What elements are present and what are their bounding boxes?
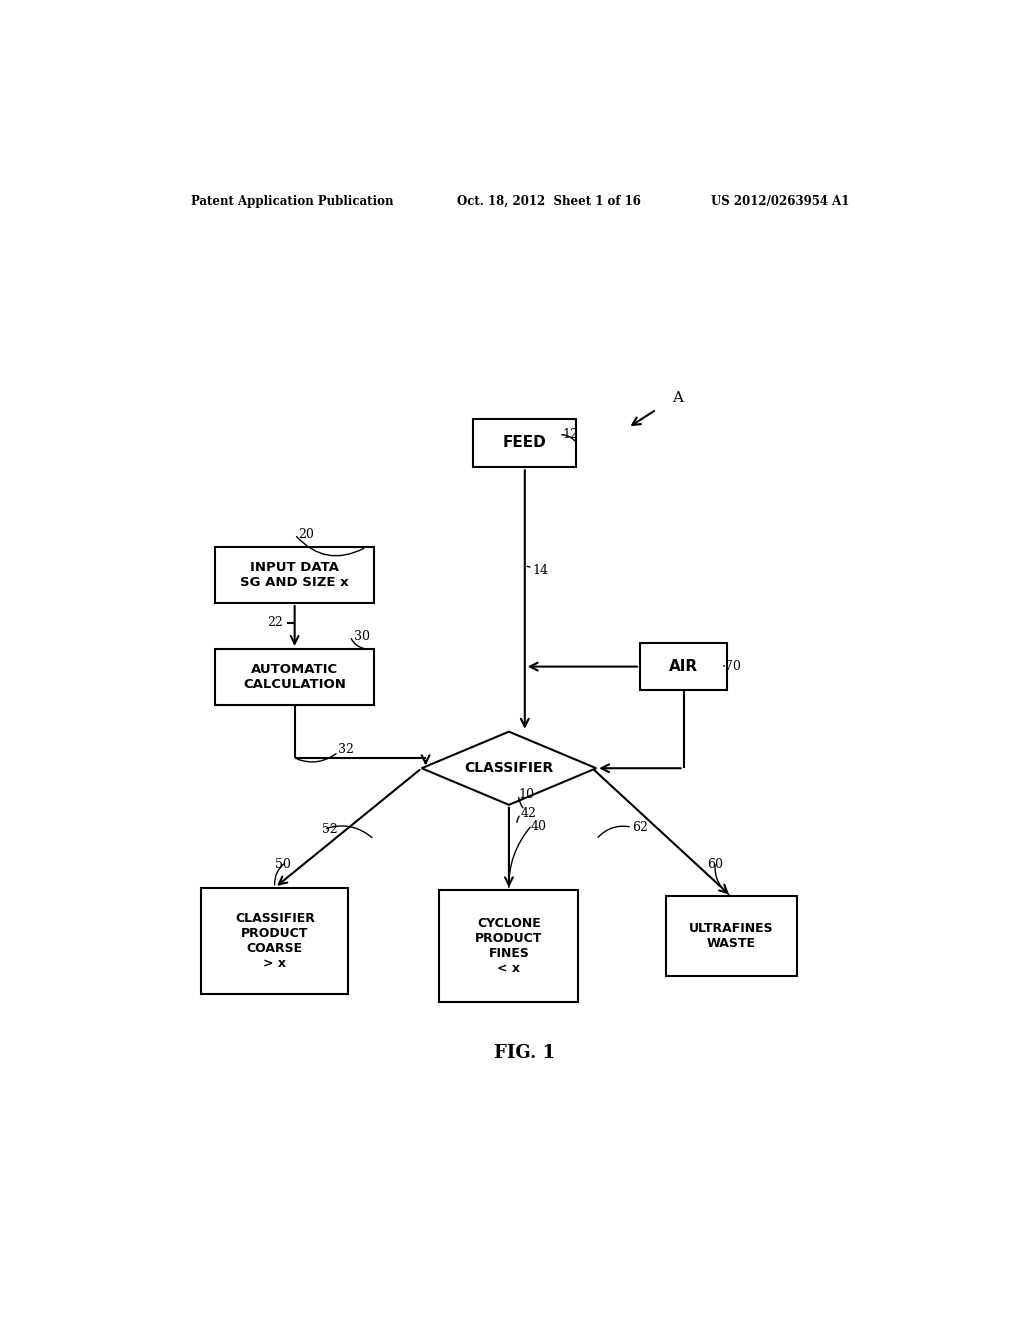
Text: AUTOMATIC
CALCULATION: AUTOMATIC CALCULATION xyxy=(244,663,346,690)
Text: CYCLONE
PRODUCT
FINES
< x: CYCLONE PRODUCT FINES < x xyxy=(475,917,543,975)
Text: Patent Application Publication: Patent Application Publication xyxy=(191,194,394,207)
Text: 10: 10 xyxy=(518,788,535,801)
Bar xyxy=(640,643,727,690)
Text: 22: 22 xyxy=(267,616,283,630)
Text: 32: 32 xyxy=(338,743,354,756)
Bar xyxy=(473,418,577,467)
Text: FIG. 1: FIG. 1 xyxy=(495,1044,555,1061)
Text: CLASSIFIER
PRODUCT
COARSE
> x: CLASSIFIER PRODUCT COARSE > x xyxy=(234,912,314,970)
Text: 40: 40 xyxy=(530,820,547,833)
Text: 52: 52 xyxy=(323,822,338,836)
Text: FEED: FEED xyxy=(503,436,547,450)
Text: US 2012/0263954 A1: US 2012/0263954 A1 xyxy=(712,194,850,207)
Text: 14: 14 xyxy=(532,564,549,577)
Text: 12: 12 xyxy=(563,429,579,441)
Text: AIR: AIR xyxy=(669,659,698,675)
Text: A: A xyxy=(672,391,683,405)
Bar xyxy=(439,890,579,1002)
Text: Oct. 18, 2012  Sheet 1 of 16: Oct. 18, 2012 Sheet 1 of 16 xyxy=(458,194,641,207)
Text: 30: 30 xyxy=(354,630,371,643)
Text: INPUT DATA
SG AND SIZE x: INPUT DATA SG AND SIZE x xyxy=(241,561,349,589)
Bar xyxy=(215,649,374,705)
Polygon shape xyxy=(422,731,596,805)
Text: ULTRAFINES
WASTE: ULTRAFINES WASTE xyxy=(689,921,773,950)
Text: 62: 62 xyxy=(632,821,648,834)
Bar xyxy=(666,896,797,975)
Text: 70: 70 xyxy=(725,660,740,673)
Text: 42: 42 xyxy=(521,808,537,821)
Text: 20: 20 xyxy=(299,528,314,541)
Text: 60: 60 xyxy=(708,858,723,871)
Bar xyxy=(202,887,348,994)
Bar xyxy=(215,548,374,603)
Text: 50: 50 xyxy=(274,858,291,871)
Text: CLASSIFIER: CLASSIFIER xyxy=(464,762,554,775)
